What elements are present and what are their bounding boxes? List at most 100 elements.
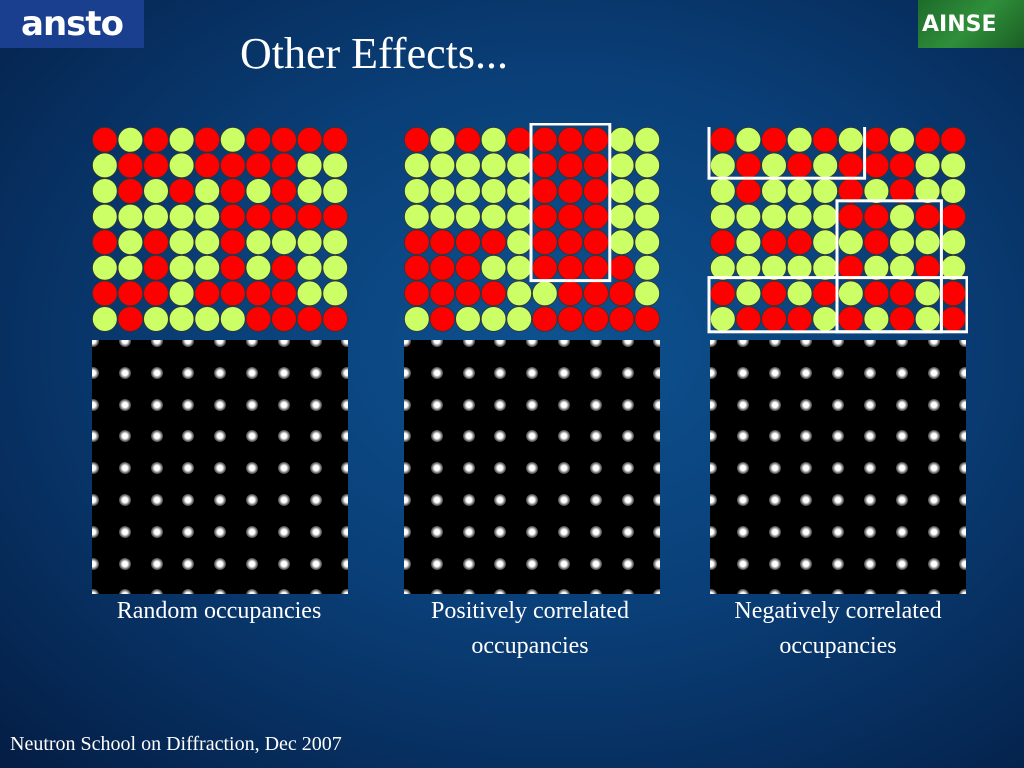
atom-green [296,229,323,255]
atom-green [271,229,297,255]
diffraction-spot [959,430,966,443]
diffraction-spot [214,366,227,379]
atom-red [532,152,558,179]
atom-red [143,229,169,255]
diffraction-spot [462,430,475,443]
diffraction-spot [768,494,781,506]
diffraction-spot [118,494,131,506]
atom-green [506,255,532,281]
diffraction-spot [246,494,258,506]
atom-red [940,280,967,307]
atom-red [143,152,169,179]
diffraction-spot [558,589,570,594]
diffraction-spot [246,430,258,443]
diffraction-spot [309,525,322,538]
atom-green [735,203,762,230]
diffraction-spot [526,340,539,347]
atom-green [940,178,967,204]
diffraction-spot [430,340,443,347]
diffraction-spot [246,462,258,475]
atom-green [194,229,220,255]
diffraction-spot [404,366,411,379]
diffraction-spot [494,494,507,506]
diffraction-spot [404,557,411,570]
diffraction-spot [341,462,348,475]
diffraction-spot [710,525,717,538]
diffraction-spot [558,494,570,506]
diffraction-spot [800,462,813,475]
diffraction-spot [404,398,411,411]
diffraction-spot [214,494,227,506]
diffraction-spot [430,589,443,594]
diffraction-spot [246,589,258,594]
atom-green [914,178,941,204]
atom-green [92,306,118,332]
diffraction-spot [494,557,507,570]
atom-red [532,229,558,255]
diffraction-spot [341,340,348,347]
diffraction-spot [526,398,539,411]
atom-green [322,152,348,179]
lattice-positive [404,123,661,332]
diffraction-spot [277,398,290,411]
atom-green [245,229,272,255]
diffraction-spot [494,589,507,594]
diffraction-spot [895,462,908,475]
diffraction-spot [589,494,602,506]
diffraction-spot [736,366,749,379]
diffraction-spot [621,462,634,475]
diffraction-spot [341,398,348,411]
atom-red [117,280,144,307]
diffraction-spot [462,340,475,347]
atom-green [735,127,762,153]
diffraction-spot [430,494,443,506]
atom-red [786,306,813,332]
diffraction-spot [589,398,602,411]
diffraction-spot [558,557,570,570]
atom-green [506,229,532,255]
atom-red [532,203,558,230]
atom-green [735,229,762,255]
atom-green [634,178,661,204]
diffraction-spot [309,430,322,443]
atom-red [786,229,813,255]
atom-green [92,152,118,179]
diffraction-spot [494,366,507,379]
diffraction-pattern-negative [710,340,966,594]
atom-green [117,255,144,281]
diffraction-spot [959,340,966,347]
diffraction-spot [653,366,660,379]
diffraction-spot [927,557,940,570]
atom-green [506,306,532,332]
atom-green [194,178,220,204]
diffraction-spot [832,525,845,538]
diffraction-spot [710,494,717,506]
diffraction-spot [430,366,443,379]
diffraction-spot [621,398,634,411]
atom-red [786,152,813,179]
atom-green [786,127,813,153]
atom-red [735,152,762,179]
atom-green [117,203,144,230]
atom-red [914,127,941,153]
diffraction-spot [92,398,99,411]
atom-red [557,178,584,204]
diffraction-spot [526,430,539,443]
diffraction-spot [558,340,570,347]
diffraction-spot [430,430,443,443]
atom-red [761,280,787,307]
atom-red [812,127,838,153]
atom-green [404,152,430,179]
diffraction-spot [462,557,475,570]
atom-red [404,255,430,281]
atom-red [583,178,609,204]
diffraction-spot [341,557,348,570]
diffraction-spot [653,525,660,538]
diffraction-spot [277,462,290,475]
diffraction-spot [118,340,131,347]
atom-red [220,203,246,230]
diffraction-spot [150,589,163,594]
atom-red [143,127,169,153]
diffraction-spot [653,589,660,594]
diffraction-spot [309,398,322,411]
